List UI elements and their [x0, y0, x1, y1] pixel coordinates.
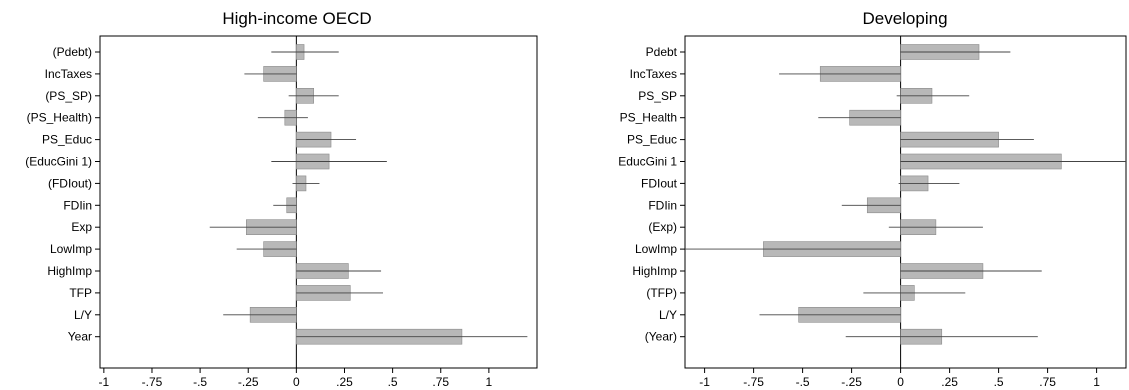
category-label: (FDIout): [48, 176, 92, 190]
chart-marks: Pdebt IncTaxes PS_SP PS_Health PS_Educ EducGi…: [618, 36, 1126, 389]
x-tick-label: .75: [432, 375, 449, 389]
category-label: PS_SP: [638, 89, 677, 103]
category-label: FDIin: [63, 198, 92, 212]
category-label: (Exp): [648, 220, 677, 234]
category-label: PS_Educ: [627, 133, 677, 147]
category-label: HighImp: [632, 264, 677, 278]
x-tick-label: -.5: [193, 375, 207, 389]
chart-title: High-income OECD: [222, 9, 371, 28]
panel-developing: Developing Pdebt IncTaxes PS_SP PS_Health PS…: [618, 9, 1127, 389]
category-label: (Pdebt): [53, 45, 92, 59]
panel-high-income-oecd: High-income OECD (Pdebt)IncTaxes(PS_SP)(…: [25, 9, 538, 389]
x-tick-label: .25: [941, 375, 958, 389]
x-tick-label: -.25: [238, 375, 259, 389]
x-tick-label: -.5: [796, 375, 810, 389]
category-label: IncTaxes: [630, 67, 677, 81]
x-tick-label: -.75: [142, 375, 163, 389]
x-tick-label: -1: [99, 375, 110, 389]
category-label: (EducGini 1): [25, 155, 92, 169]
plot-frame: [684, 35, 1127, 369]
x-tick-label: -.75: [743, 375, 764, 389]
category-label: PS_Health: [620, 111, 677, 125]
plot-frame: [99, 35, 538, 369]
category-label: (PS_SP): [45, 89, 92, 103]
category-label: FDIin: [648, 198, 677, 212]
category-label: IncTaxes: [45, 67, 92, 81]
category-label: PS_Educ: [42, 133, 92, 147]
category-label: (TFP): [646, 286, 677, 300]
x-tick-label: 0: [293, 375, 300, 389]
x-tick-label: -.25: [841, 375, 862, 389]
category-label: TFP: [69, 286, 92, 300]
category-label: Exp: [71, 220, 92, 234]
category-label: FDIout: [641, 176, 678, 190]
category-label: EducGini 1: [618, 155, 677, 169]
chart-title: Developing: [862, 9, 947, 28]
x-tick-label: .25: [336, 375, 353, 389]
category-label: HighImp: [47, 264, 92, 278]
x-tick-label: .75: [1039, 375, 1056, 389]
category-label: LowImp: [635, 242, 677, 256]
x-tick-label: 1: [1093, 375, 1100, 389]
category-label: L/Y: [659, 308, 677, 322]
category-label: Year: [68, 330, 92, 344]
category-label: (PS_Health): [27, 111, 92, 125]
x-tick-label: .5: [994, 375, 1004, 389]
x-tick-label: -1: [699, 375, 710, 389]
chart-marks: (Pdebt) IncTaxes (PS_SP) (PS_Health) PS_Educ…: [25, 36, 528, 389]
category-label: (Year): [645, 330, 677, 344]
category-label: LowImp: [50, 242, 92, 256]
x-tick-label: 1: [486, 375, 493, 389]
category-label: Pdebt: [646, 45, 678, 59]
x-tick-label: .5: [388, 375, 398, 389]
x-tick-label: 0: [897, 375, 904, 389]
category-label: L/Y: [74, 308, 92, 322]
